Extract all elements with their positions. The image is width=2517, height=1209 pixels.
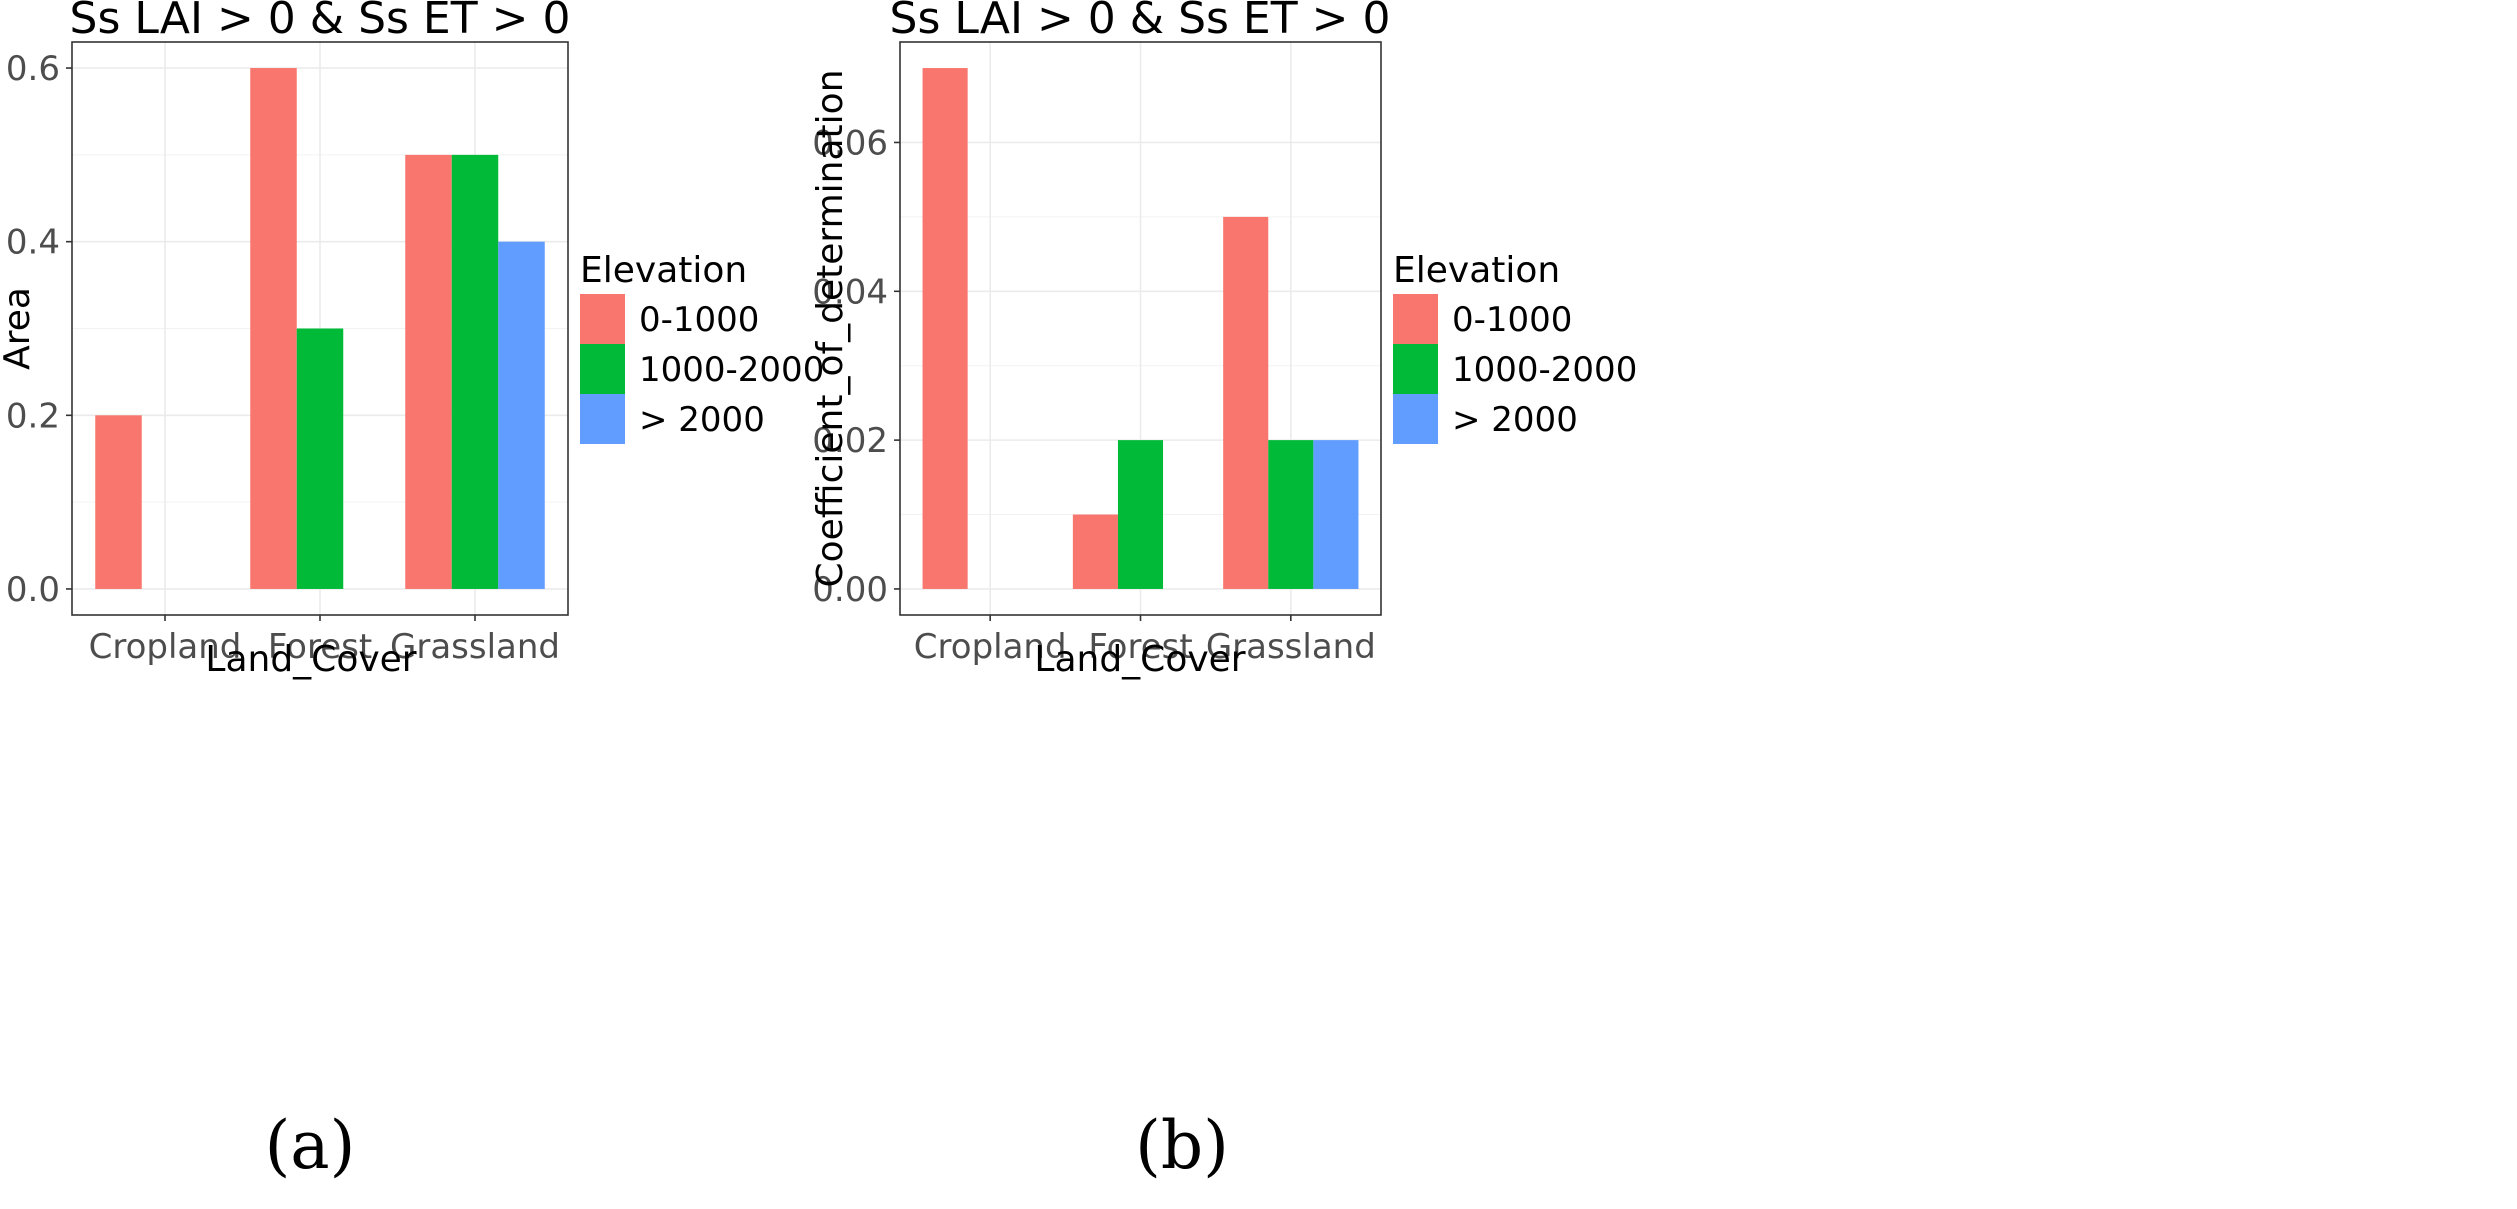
legend-key-3 <box>580 394 625 444</box>
bar-forest-series-1 <box>250 68 297 589</box>
bar-forest-series-2 <box>1117 440 1164 589</box>
legend-label: 1000-2000 <box>639 350 824 390</box>
x-tick-label: Cropland <box>914 627 1067 667</box>
y-tick-label: 0.02 <box>812 421 888 461</box>
bar-cropland-series-1 <box>95 415 142 589</box>
y-tick-label: 0.04 <box>812 272 888 312</box>
legend-label: 0-1000 <box>639 300 759 340</box>
legend-label: 0-1000 <box>1452 300 1572 340</box>
y-tick-label: 0.2 <box>6 396 60 436</box>
bar-cropland-series-1 <box>922 68 968 589</box>
y-tick-label: 0.4 <box>6 223 60 263</box>
legend-key-2 <box>1393 344 1438 394</box>
bar-grassland-series-2 <box>1268 440 1314 589</box>
panel-label: (b) <box>1135 1107 1229 1184</box>
panel-label: (a) <box>265 1107 356 1184</box>
x-axis-title: Land_Cover <box>1034 639 1245 680</box>
bar-grassland-series-1 <box>1223 216 1269 589</box>
y-tick-label: 0.06 <box>812 123 888 163</box>
y-tick-label: 0.00 <box>812 570 888 610</box>
x-tick-label: Grassland <box>1206 627 1376 667</box>
bar-grassland-series-3 <box>1313 440 1359 589</box>
chart-a: 0.0 0.2 0.4 0.6 Cropland Forest Grassland Ss LA… <box>0 0 824 1184</box>
y-tick-label: 0.6 <box>6 49 60 89</box>
chart-title: Ss LAI > 0 & Ss ET > 0 <box>70 0 571 44</box>
bar-grassland-series-1 <box>405 154 452 589</box>
x-tick-label: Forest <box>1088 627 1192 667</box>
chart-b: 0.00 0.02 0.04 0.06 Cropland Forest Grassland S… <box>810 0 1637 1184</box>
bar-grassland-series-2 <box>451 154 499 589</box>
legend-title: Elevation <box>1393 250 1560 291</box>
y-tick-label: 0.0 <box>6 570 60 610</box>
bar-forest-series-1 <box>1072 514 1118 589</box>
legend-label: 1000-2000 <box>1452 350 1637 390</box>
legend-title: Elevation <box>580 250 747 291</box>
bar-grassland-series-3 <box>498 241 545 589</box>
legend-key-2 <box>580 344 625 394</box>
x-tick-label: Cropland <box>89 627 242 667</box>
y-axis-title: Area <box>0 287 38 370</box>
legend: Elevation 0-1000 1000-2000 > 2000 <box>1393 250 1637 444</box>
legend: Elevation 0-1000 1000-2000 > 2000 <box>580 250 824 444</box>
x-axis-title: Land_Cover <box>205 639 416 680</box>
x-tick-label: Grassland <box>390 627 560 667</box>
legend-key-1 <box>580 294 625 344</box>
legend-label: > 2000 <box>639 400 765 440</box>
x-tick-label: Forest <box>268 627 372 667</box>
legend-label: > 2000 <box>1452 400 1578 440</box>
legend-key-1 <box>1393 294 1438 344</box>
y-axis-title: Coefficient_of_determination <box>810 69 851 587</box>
legend-key-3 <box>1393 394 1438 444</box>
chart-title: Ss LAI > 0 & Ss ET > 0 <box>890 0 1391 44</box>
bar-forest-series-2 <box>296 328 344 589</box>
